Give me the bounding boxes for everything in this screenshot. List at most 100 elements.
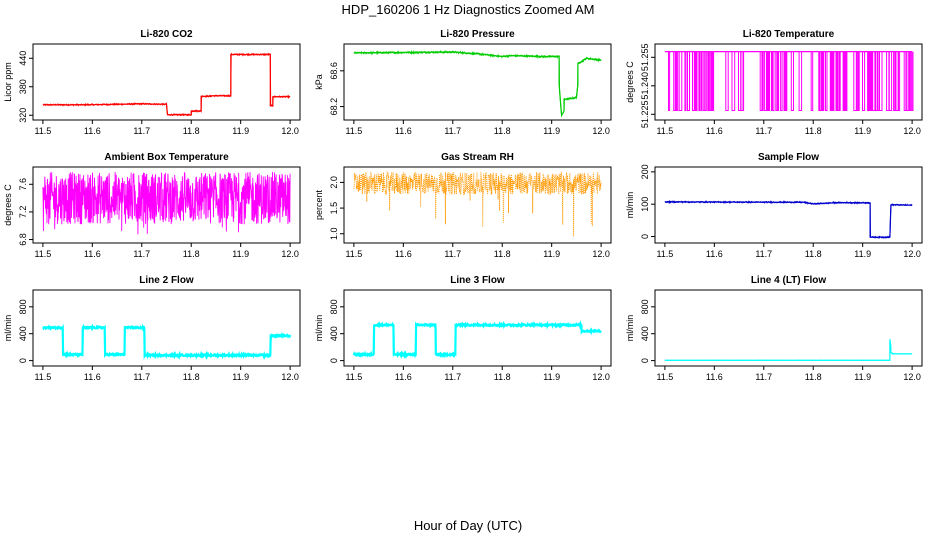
x-tick-label: 11.7 [755, 126, 772, 136]
x-tick-label: 11.7 [133, 372, 150, 382]
panel-5: Sample Flow 11.5 11.6 11.7 11.8 11.9 12.0 0 100 2… [625, 152, 923, 259]
y-axis-label: degrees C [625, 61, 635, 103]
x-tick-label: 11.5 [345, 126, 362, 136]
series-line-3 [352, 320, 602, 360]
x-tick-label: 11.5 [656, 372, 673, 382]
x-tick-label: 12.0 [592, 372, 610, 382]
plot-frame [32, 43, 301, 121]
plot-frame [654, 43, 923, 121]
y-tick-label: 800 [640, 299, 650, 314]
y-tick-label: 400 [329, 326, 339, 341]
x-tick-label: 11.6 [395, 249, 412, 259]
x-tick-label: 11.9 [232, 249, 249, 259]
x-tick-label: 11.7 [444, 126, 461, 136]
series-co2 [42, 52, 291, 117]
plot-frame [343, 289, 612, 367]
x-tick-label: 11.6 [395, 126, 412, 136]
x-tick-label: 11.6 [395, 372, 412, 382]
x-tick-label: 11.6 [706, 126, 723, 136]
x-tick-label: 11.6 [84, 372, 101, 382]
panel-7: Line 3 Flow 11.5 11.6 11.7 11.8 11.9 12.0 0 400 8… [314, 275, 612, 382]
x-tick-label: 12.0 [903, 126, 921, 136]
panel-0: Li-820 CO2 11.5 11.6 11.7 11.8 11.9 12.0 320 380… [3, 29, 301, 136]
panel-title: Ambient Box Temperature [104, 152, 229, 163]
y-tick-label: 320 [18, 108, 28, 123]
x-tick-label: 11.5 [345, 372, 362, 382]
y-axis-label: ml/min [3, 315, 13, 342]
y-axis-label: degrees C [3, 184, 13, 226]
y-tick-label: 51.225 [640, 101, 650, 129]
panel-3: Ambient Box Temperature 11.5 11.6 11.7 11.8 1… [3, 152, 301, 259]
y-axis-label: ml/min [625, 315, 635, 342]
y-tick-label: 0 [640, 234, 650, 239]
x-tick-label: 11.5 [34, 249, 51, 259]
panel-1: Li-820 Pressure 11.5 11.6 11.7 11.8 11.9 12.0 6… [314, 29, 612, 136]
x-tick-label: 11.8 [183, 372, 200, 382]
panel-title: Li-820 CO2 [140, 29, 193, 40]
panel-title: Li-820 Pressure [440, 29, 515, 40]
series-line [42, 327, 291, 356]
x-tick-label: 12.0 [903, 372, 921, 382]
x-tick-label: 11.7 [133, 126, 150, 136]
x-tick-label: 11.8 [183, 126, 200, 136]
plot-frame [32, 166, 301, 244]
plot-frame [654, 166, 923, 244]
series-jitter [353, 49, 602, 116]
y-axis-label: Licor ppm [3, 62, 13, 102]
plot-frame [32, 289, 301, 367]
x-tick-label: 11.6 [706, 372, 723, 382]
x-tick-label: 11.5 [34, 126, 51, 136]
y-axis-label: ml/min [625, 192, 635, 219]
y-tick-label: 7.6 [18, 178, 28, 191]
plot-frame [654, 289, 923, 367]
x-tick-label: 11.6 [84, 249, 101, 259]
plot-frame [343, 43, 612, 121]
y-tick-label: 440 [18, 51, 28, 66]
x-tick-label: 12.0 [903, 249, 921, 259]
series-box-temp [42, 171, 291, 235]
y-tick-label: 380 [18, 79, 28, 94]
figure-title: HDP_160206 1 Hz Diagnostics Zoomed AM [341, 2, 595, 17]
x-tick-label: 12.0 [281, 249, 299, 259]
panel-title: Line 2 Flow [139, 275, 194, 286]
y-tick-label: 51.255 [640, 44, 650, 72]
y-tick-label: 400 [18, 326, 28, 341]
x-tick-label: 11.5 [656, 249, 673, 259]
series-jitter [42, 323, 292, 360]
y-tick-label: 51.240 [640, 72, 650, 100]
series-line-2 [42, 323, 292, 360]
y-axis-label: percent [314, 189, 324, 220]
series-jitter [664, 342, 913, 362]
x-tick-label: 11.6 [84, 126, 101, 136]
x-tick-label: 11.9 [543, 372, 560, 382]
x-tick-label: 11.8 [805, 372, 822, 382]
series-rh [353, 171, 602, 237]
panel-title: Line 4 (LT) Flow [751, 275, 827, 286]
y-tick-label: 68.2 [329, 98, 339, 116]
y-tick-label: 68.6 [329, 62, 339, 80]
plot-frame [343, 166, 612, 244]
y-tick-label: 0 [18, 358, 28, 363]
series-line [42, 171, 291, 235]
x-tick-label: 11.9 [854, 249, 871, 259]
series-line [353, 324, 602, 356]
y-tick-label: 6.8 [18, 233, 28, 246]
series-jitter [42, 52, 291, 117]
x-tick-label: 12.0 [592, 126, 610, 136]
series-line [664, 201, 913, 238]
series-sample [664, 199, 913, 240]
y-tick-label: 0 [640, 358, 650, 363]
x-tick-label: 12.0 [281, 126, 299, 136]
x-tick-label: 11.7 [755, 372, 772, 382]
y-tick-label: 1.0 [329, 227, 339, 240]
y-tick-label: 200 [640, 164, 650, 179]
x-tick-label: 11.8 [805, 249, 822, 259]
y-tick-label: 100 [640, 197, 650, 212]
series-line [353, 171, 602, 237]
panel-title: Li-820 Temperature [743, 29, 835, 40]
x-tick-label: 11.5 [34, 372, 51, 382]
panel-8: Line 4 (LT) Flow 11.5 11.6 11.7 11.8 11.9 12.0… [625, 275, 923, 382]
x-tick-label: 11.9 [232, 372, 249, 382]
y-tick-label: 400 [640, 326, 650, 341]
